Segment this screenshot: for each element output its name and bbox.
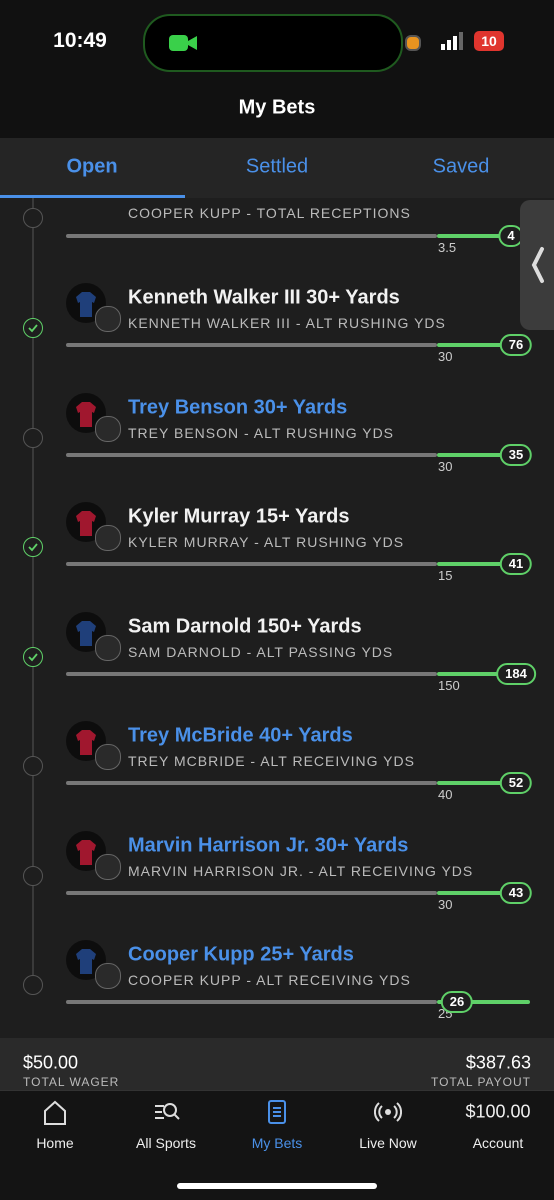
total-payout-label: TOTAL PAYOUT <box>430 1075 531 1089</box>
progress-fill <box>437 1000 530 1004</box>
current-value: 26 <box>440 991 474 1013</box>
progress-fill <box>437 781 530 785</box>
timeline-node <box>23 208 43 228</box>
progress-track <box>66 343 437 347</box>
total-wager-label: TOTAL WAGER <box>23 1075 120 1089</box>
leg-subtitle: KYLER MURRAY - ALT RUSHING YDS <box>128 534 405 550</box>
progress-fill <box>437 343 530 347</box>
team-logo <box>95 306 121 332</box>
progress-track <box>66 452 437 457</box>
line-value: 30 <box>438 458 453 474</box>
timeline-node <box>23 975 43 995</box>
line-value: 30 <box>438 349 453 364</box>
tab-bar <box>0 138 554 198</box>
leg-subtitle: TREY BENSON - ALT RUSHING YDS <box>128 424 395 441</box>
line-value: 15 <box>438 568 453 583</box>
tab[interactable]: Saved <box>432 155 490 178</box>
leg-title[interactable]: Kyler Murray 15+ Yards <box>128 505 350 528</box>
progress-track <box>66 234 437 238</box>
nav-icon[interactable] <box>373 1098 403 1126</box>
tab[interactable]: Settled <box>245 155 309 178</box>
dynamic-island <box>143 14 403 72</box>
progress-track <box>66 890 437 895</box>
tab[interactable]: Open <box>66 155 118 178</box>
progress-track <box>66 781 437 785</box>
home-indicator <box>177 1183 377 1189</box>
clock: 10:49 <box>53 29 107 52</box>
progress-track <box>66 562 437 566</box>
leg-title[interactable]: Trey Benson 30+ Yards <box>128 396 348 418</box>
page-title: My Bets <box>238 96 316 119</box>
current-value: 52 <box>499 772 533 794</box>
progress-fill <box>437 890 530 895</box>
current-value: 76 <box>499 334 533 356</box>
account-balance[interactable]: $100.00 <box>465 1101 531 1122</box>
team-logo <box>95 744 121 770</box>
current-value: 184 <box>496 662 536 685</box>
team-logo <box>95 634 121 661</box>
timeline-node <box>23 756 43 776</box>
battery: 10 <box>474 31 504 51</box>
leg-subtitle: KENNETH WALKER III - ALT RUSHING YDS <box>128 315 446 331</box>
line-value: 30 <box>438 896 453 912</box>
tab-underline <box>0 195 185 198</box>
line-value: 3.5 <box>438 240 457 255</box>
timeline-node <box>23 646 43 667</box>
nav-label[interactable]: Account <box>472 1135 524 1151</box>
camera-icon <box>169 35 197 51</box>
leg-title[interactable]: Cooper Kupp 25+ Yards <box>128 943 354 966</box>
nav-icon[interactable] <box>263 1098 291 1126</box>
nav-icon[interactable] <box>152 1098 180 1126</box>
mic-indicator <box>405 35 421 51</box>
nav-label[interactable]: All Sports <box>136 1135 196 1151</box>
timeline <box>32 198 34 988</box>
signal-icon <box>441 32 463 50</box>
nav-label[interactable]: Home <box>36 1135 74 1151</box>
leg-title[interactable]: Kenneth Walker III 30+ Yards <box>128 286 400 309</box>
line-value: 150 <box>438 677 460 693</box>
team-logo <box>95 853 121 880</box>
team-logo <box>95 963 121 989</box>
team-logo <box>95 525 121 551</box>
total-payout: $387.63 <box>465 1052 531 1073</box>
progress-fill <box>437 671 530 676</box>
leg-title[interactable]: Marvin Harrison Jr. 30+ Yards <box>128 834 409 856</box>
nav-label[interactable]: My Bets <box>251 1135 303 1151</box>
leg-title[interactable]: Trey McBride 40+ Yards <box>128 724 353 747</box>
line-value: 40 <box>438 787 453 802</box>
leg-subtitle: TREY MCBRIDE - ALT RECEIVING YDS <box>128 753 415 769</box>
current-value: 41 <box>499 553 533 575</box>
current-value: 43 <box>499 881 533 904</box>
player-avatar <box>66 611 106 652</box>
leg-subtitle: MARVIN HARRISON JR. - ALT RECEIVING YDS <box>128 862 474 879</box>
leg-subtitle: SAM DARNOLD - ALT PASSING YDS <box>128 643 394 660</box>
timeline-node <box>23 865 43 886</box>
timeline-node <box>23 427 43 448</box>
progress-fill <box>437 452 530 457</box>
total-wager: $50.00 <box>23 1052 79 1073</box>
leg-title[interactable]: Sam Darnold 150+ Yards <box>128 615 362 637</box>
leg-subtitle: COOPER KUPP - ALT RECEIVING YDS <box>128 972 411 988</box>
side-handle[interactable] <box>520 200 554 330</box>
leg-subtitle: COOPER KUPP - TOTAL RECEPTIONS <box>128 205 411 221</box>
progress-track <box>66 1000 437 1004</box>
team-logo <box>95 415 121 442</box>
timeline-node <box>23 318 43 338</box>
progress-fill <box>437 234 530 238</box>
timeline-node <box>23 537 43 557</box>
progress-fill <box>437 562 530 566</box>
nav-label[interactable]: Live Now <box>359 1135 417 1151</box>
bet-list: COOPER KUPP - TOTAL RECEPTIONS 3.5 4 Kennet… <box>0 198 554 1038</box>
summary-bar <box>0 1038 554 1090</box>
progress-track <box>66 671 437 676</box>
current-value: 35 <box>499 443 533 466</box>
nav-icon[interactable] <box>41 1098 69 1126</box>
